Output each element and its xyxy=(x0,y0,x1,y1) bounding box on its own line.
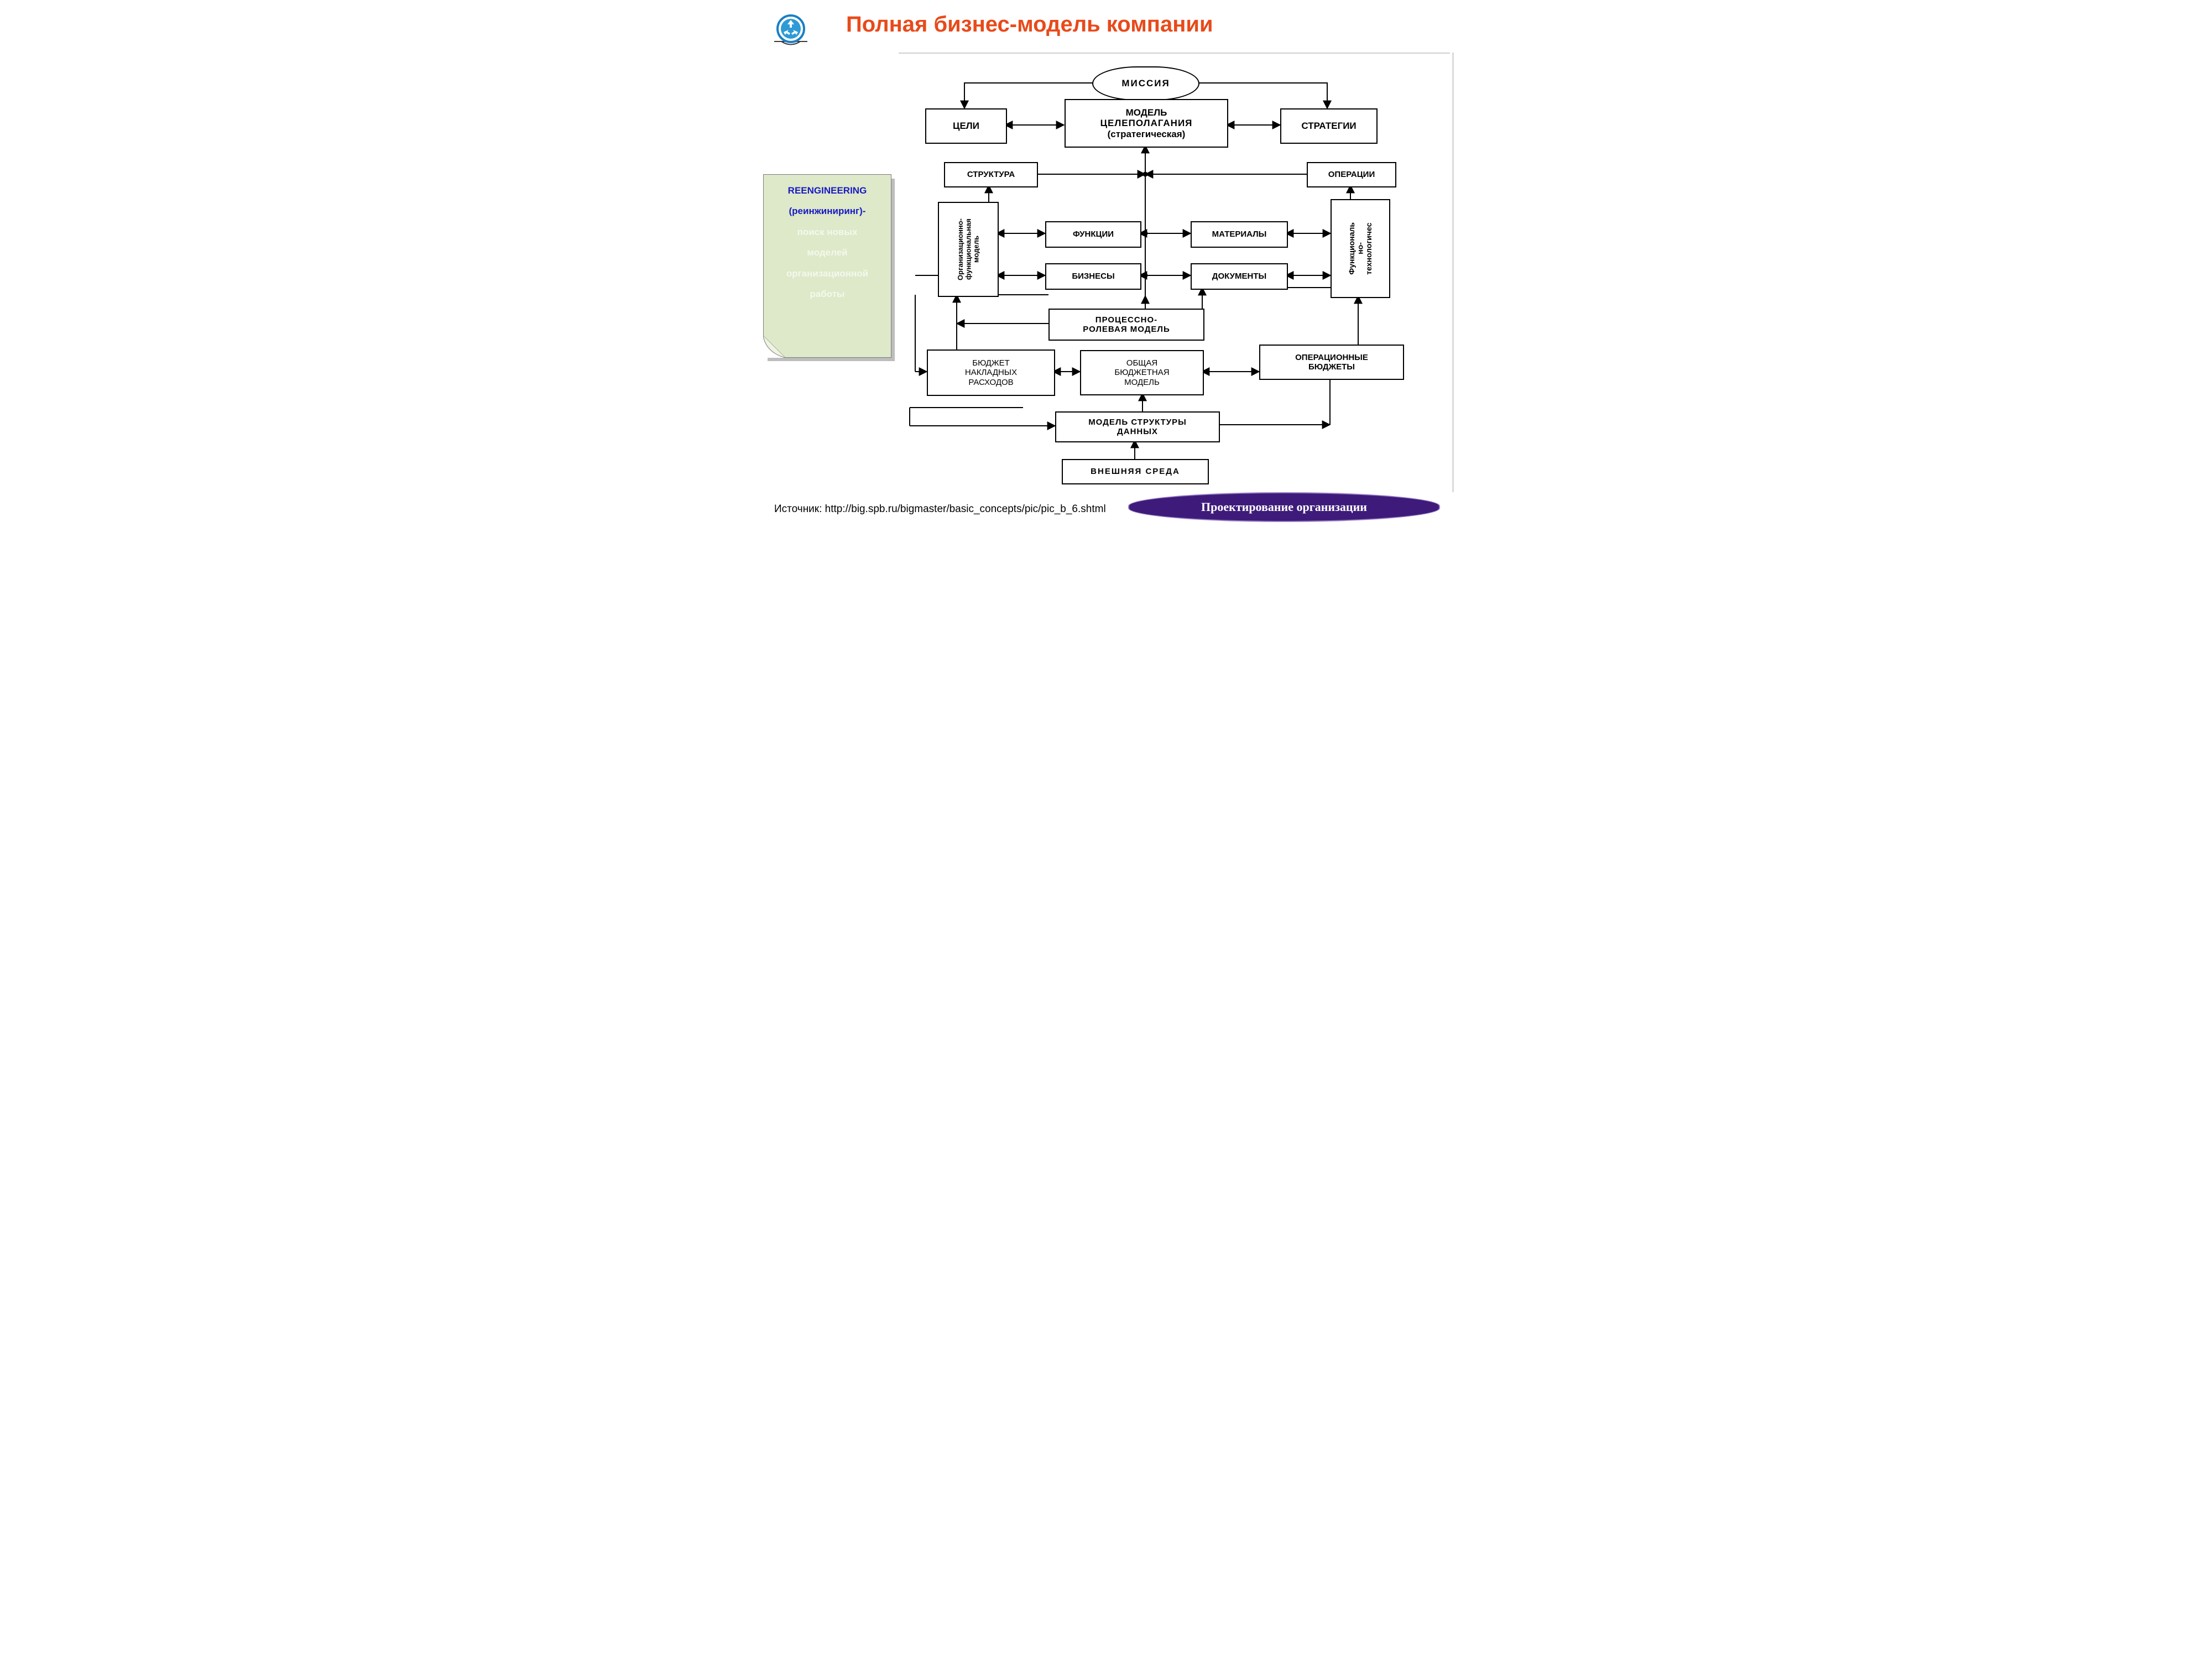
node-process-role-model: ПРОЦЕССНО- РОЛЕВАЯ МОДЕЛЬ xyxy=(1048,309,1204,341)
note-fold-icon xyxy=(763,336,785,358)
node-businesses: БИЗНЕСЫ xyxy=(1045,263,1141,290)
node-goal-model: МОДЕЛЬ ЦЕЛЕПОЛАГАНИЯ (стратегическая) xyxy=(1065,99,1228,148)
recycle-logo-icon xyxy=(771,11,810,50)
note-line-4: моделей xyxy=(764,242,891,263)
footer-badge: Проектирование организации xyxy=(1128,492,1440,522)
node-data-model: МОДЕЛЬ СТРУКТУРЫ ДАННЫХ xyxy=(1055,411,1220,442)
node-tech-model: Функциональ но- технологичес xyxy=(1331,199,1390,298)
node-operations: ОПЕРАЦИИ xyxy=(1307,162,1396,187)
slide-title: Полная бизнес-модель компании xyxy=(846,12,1213,37)
node-goals: ЦЕЛИ xyxy=(925,108,1007,144)
note-line-6: работы xyxy=(764,284,891,304)
node-structure: СТРУКТУРА xyxy=(944,162,1038,187)
slide: Полная бизнес-модель компании REENGINEER… xyxy=(752,0,1460,531)
node-org-model: Организационно- функциональная модель xyxy=(938,202,999,297)
note-line-3: поиск новых xyxy=(764,222,891,242)
node-functions: ФУНКЦИИ xyxy=(1045,221,1141,248)
sticky-note: REENGINEERING (реинжиниринг)- поиск новы… xyxy=(763,174,891,358)
source-citation: Источник: http://big.spb.ru/bigmaster/ba… xyxy=(774,503,1106,515)
node-overhead-budget: БЮДЖЕТ НАКЛАДНЫХ РАСХОДОВ xyxy=(927,349,1055,396)
node-mission: МИССИЯ xyxy=(1092,66,1199,101)
node-op-budgets: ОПЕРАЦИОННЫЕ БЮДЖЕТЫ xyxy=(1259,345,1404,380)
node-materials: МАТЕРИАЛЫ xyxy=(1191,221,1288,248)
node-environment: ВНЕШНЯЯ СРЕДА xyxy=(1062,459,1209,484)
note-line-1: REENGINEERING xyxy=(764,180,891,201)
note-line-2: (реинжиниринг)- xyxy=(764,201,891,221)
node-documents: ДОКУМЕНТЫ xyxy=(1191,263,1288,290)
note-line-5: организационной xyxy=(764,263,891,284)
node-strategies: СТРАТЕГИИ xyxy=(1280,108,1378,144)
node-budget-model: ОБЩАЯ БЮДЖЕТНАЯ МОДЕЛЬ xyxy=(1080,350,1204,395)
